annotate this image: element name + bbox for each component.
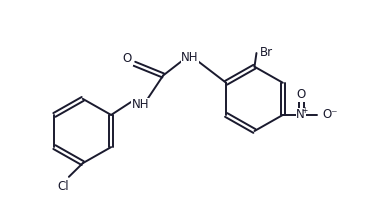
Text: O: O bbox=[123, 52, 132, 65]
Text: Br: Br bbox=[260, 46, 273, 59]
Text: O⁻: O⁻ bbox=[323, 108, 338, 121]
Text: NH: NH bbox=[132, 98, 149, 111]
Text: +: + bbox=[301, 106, 308, 115]
Text: N: N bbox=[296, 108, 305, 121]
Text: Cl: Cl bbox=[57, 180, 69, 193]
Text: O: O bbox=[296, 88, 305, 101]
Text: NH: NH bbox=[181, 51, 199, 64]
